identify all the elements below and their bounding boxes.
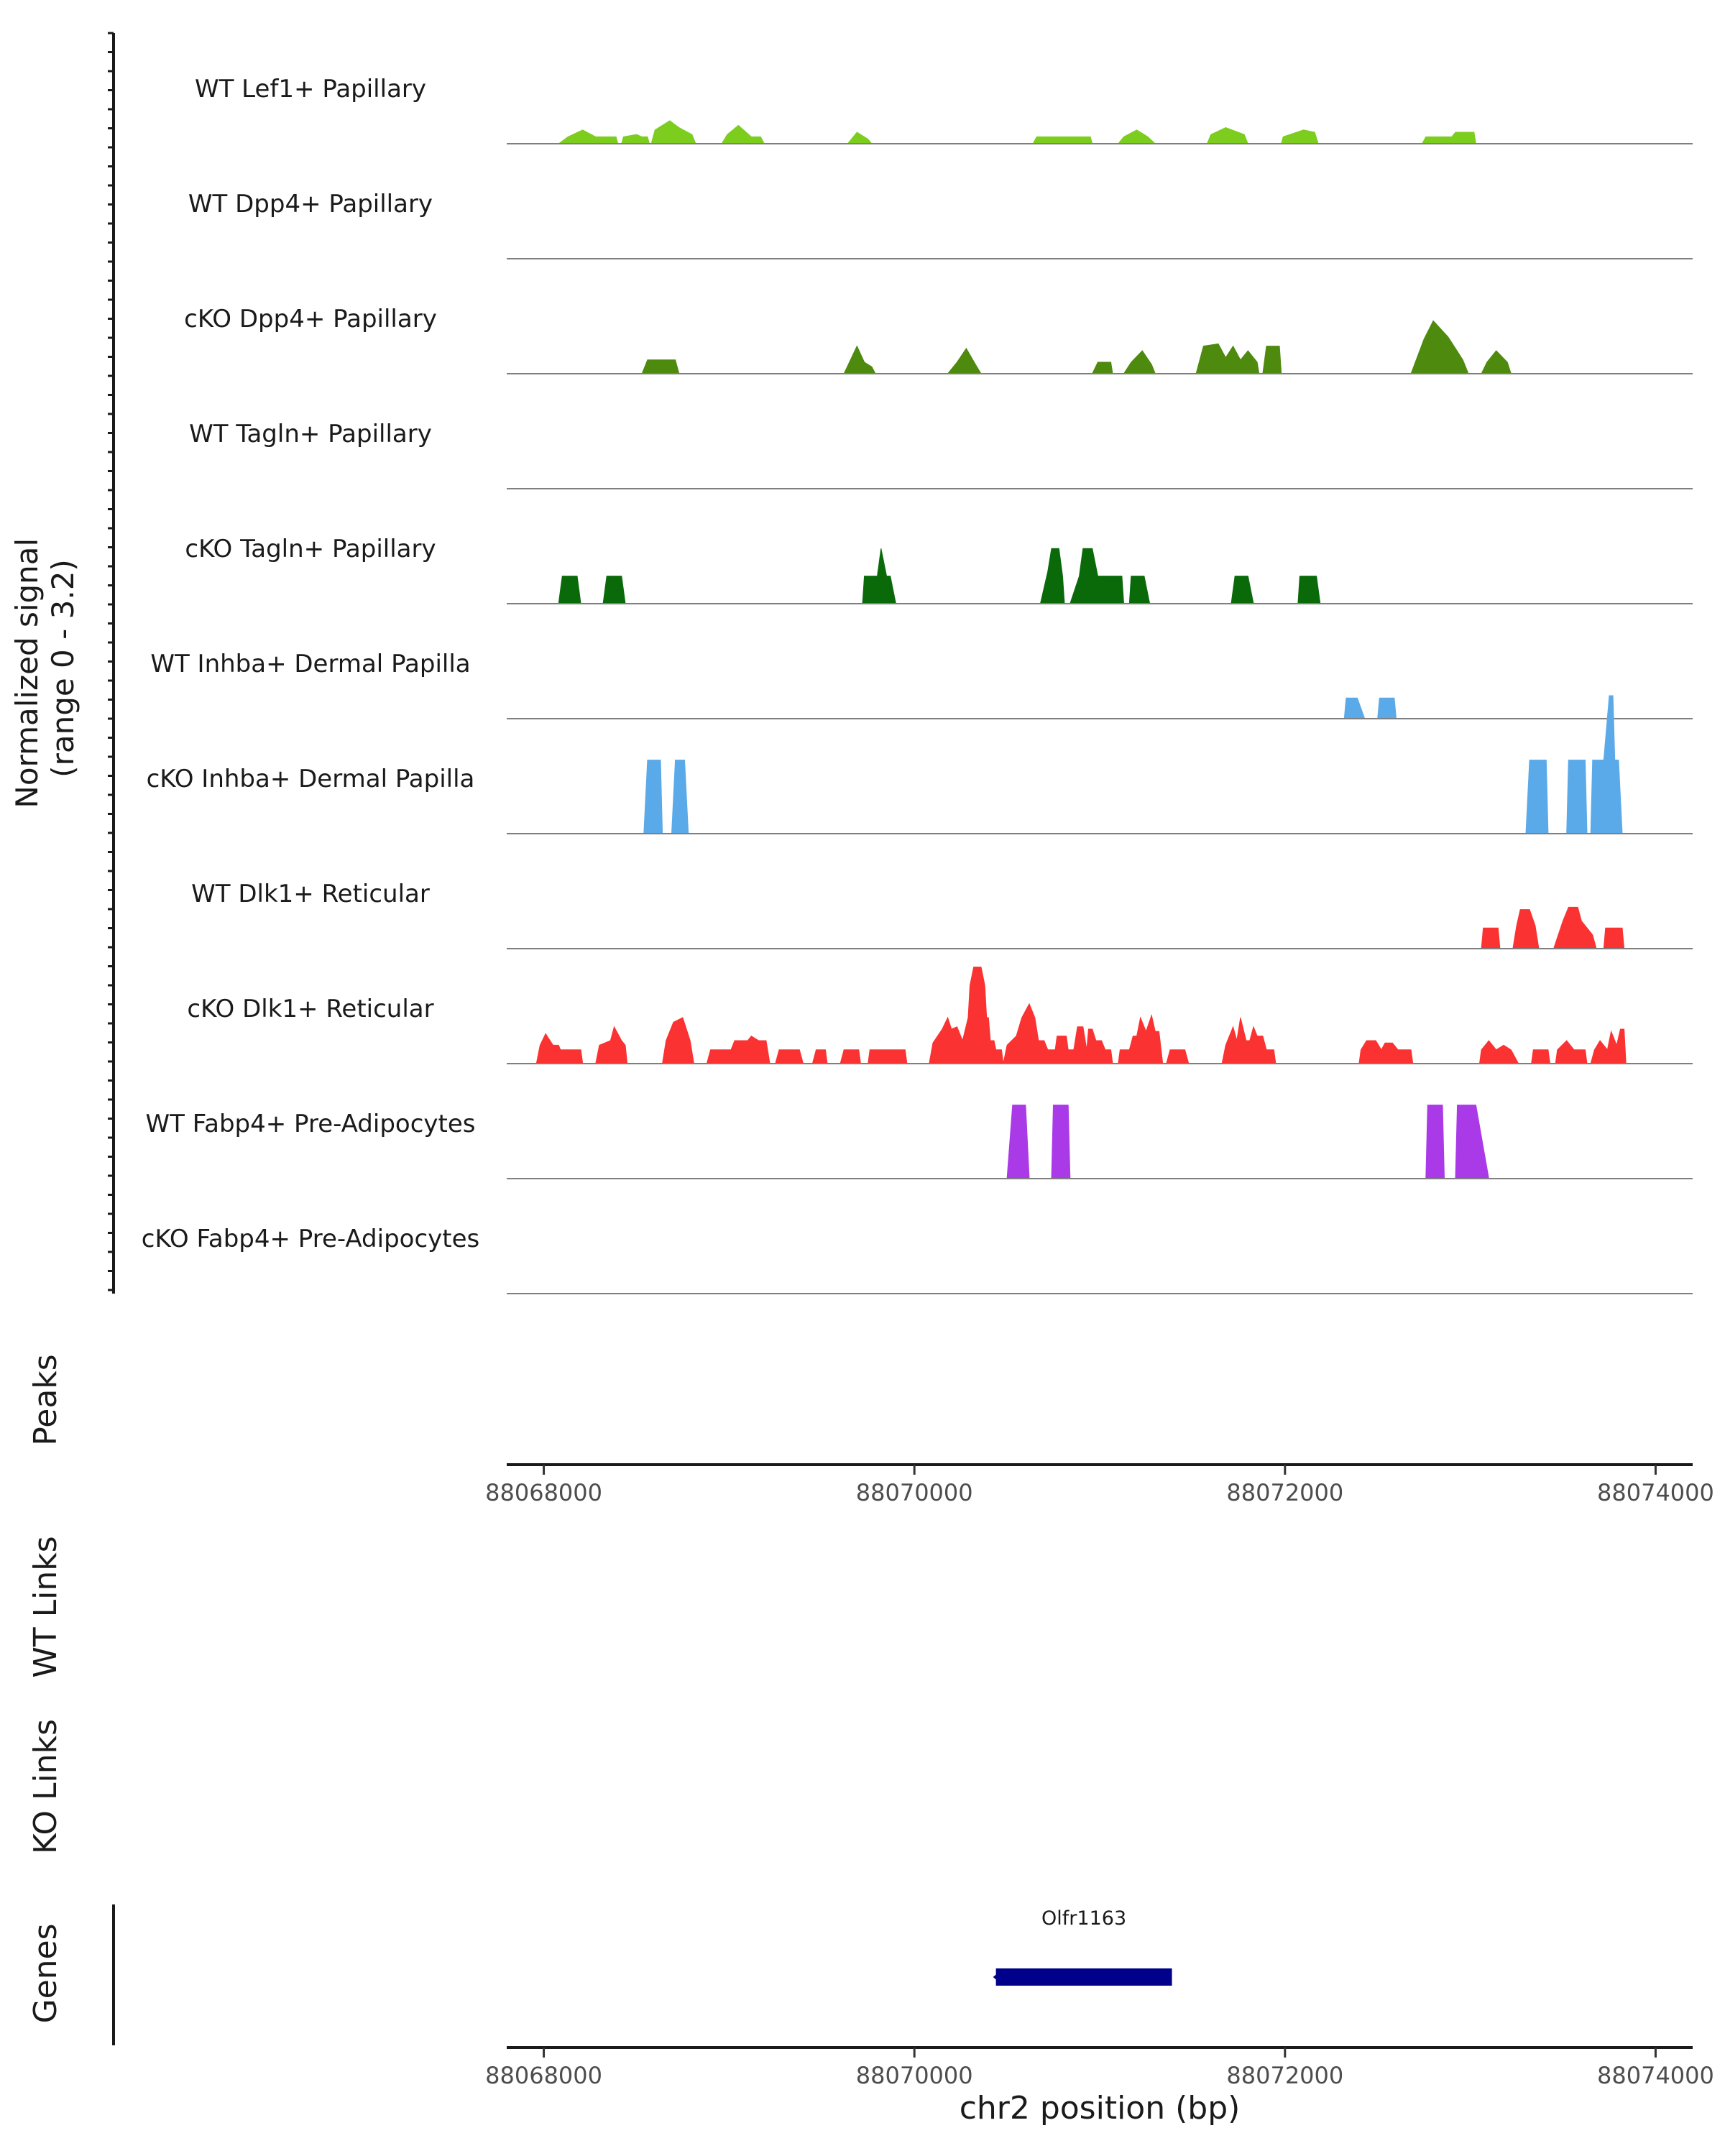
x-tick-label: 88072000 [1226, 2062, 1343, 2089]
coverage-peak [1603, 927, 1625, 949]
track-5: cKO Tagln+ Papillary [185, 535, 1693, 604]
track-3: cKO Dpp4+ Papillary [184, 305, 1693, 374]
track-11: cKO Fabp4+ Pre-Adipocytes [142, 1225, 1693, 1294]
x-tick-label: 88074000 [1597, 1479, 1714, 1506]
coverage-peak [1051, 1105, 1071, 1179]
x-tick-label: 88074000 [1597, 2062, 1714, 2089]
coverage-peak [929, 967, 1004, 1064]
coverage-peak [1297, 576, 1321, 604]
coverage-peak [1590, 1028, 1627, 1064]
y-axis-title-line1: Normalized signal [9, 538, 45, 808]
peaks-panel-title: Peaks [27, 1354, 64, 1445]
coverage-peak [1566, 760, 1588, 834]
peaks-x-axis: 88068000 88070000 88072000 88074000 [485, 1463, 1714, 1506]
coverage-peak [706, 1035, 770, 1064]
gene-Olfr1163: Olfr1163 [993, 1907, 1172, 1986]
coverage-tracks: WT Lef1+ Papillary WT Dpp4+ Papillary cKO … [142, 75, 1693, 1294]
coverage-peak [1425, 1105, 1445, 1179]
coverage-peak [602, 576, 626, 604]
gene-body [995, 1968, 1172, 1986]
coverage-peak [1481, 927, 1501, 949]
x-tick-label: 88072000 [1226, 1479, 1343, 1506]
coverage-peak [1003, 1003, 1113, 1064]
track-6: WT Inhba+ Dermal Papilla [150, 650, 1693, 719]
coverage-peak [643, 760, 663, 834]
coverage-peak [535, 1033, 584, 1064]
coverage-peak [1358, 1040, 1414, 1064]
coverage-peak [558, 576, 581, 604]
track-label: WT Inhba+ Dermal Papilla [150, 650, 470, 678]
x-tick-label: 88070000 [856, 2062, 973, 2089]
track-8: WT Dlk1+ Reticular [191, 880, 1693, 949]
track-label: cKO Tagln+ Papillary [185, 535, 436, 563]
track-7: cKO Inhba+ Dermal Papilla [147, 695, 1693, 834]
track-label: WT Dpp4+ Papillary [188, 190, 433, 218]
genes-panel-title: Genes [27, 1923, 64, 2023]
gene-strand-arrow [993, 1970, 1002, 1984]
coverage-peak [1166, 1049, 1190, 1064]
coverage-peak [595, 1026, 628, 1064]
track-label: cKO Dlk1+ Reticular [187, 995, 433, 1023]
coverage-peak [1525, 760, 1549, 834]
coverage-peak [1377, 697, 1397, 719]
coverage-y-ticks [108, 32, 114, 1291]
track-10: WT Fabp4+ Pre-Adipocytes [146, 1105, 1693, 1179]
coverage-peak [840, 1049, 861, 1064]
track-1: WT Lef1+ Papillary [195, 75, 1693, 144]
coverage-peak [1262, 346, 1282, 374]
coverage-peak [775, 1049, 804, 1064]
gene-label: Olfr1163 [1041, 1907, 1126, 1930]
coverage-peak [1552, 906, 1597, 949]
track-label: WT Tagln+ Papillary [189, 420, 432, 448]
coverage-peak [1070, 548, 1125, 604]
genes-x-axis: 88068000 88070000 88072000 88074000 [485, 2046, 1714, 2089]
track-label: WT Dlk1+ Reticular [191, 880, 430, 908]
coverage-peak [862, 548, 897, 604]
coverage-y-axis [108, 32, 115, 1294]
track-4: WT Tagln+ Papillary [189, 420, 1693, 489]
x-tick-label: 88068000 [485, 1479, 602, 1506]
coverage-y-axis-title: Normalized signal (range 0 - 3.2) [9, 528, 80, 808]
x-tick-label: 88068000 [485, 2062, 602, 2089]
coverage-peak [1478, 1040, 1519, 1064]
ko-links-panel-title: KO Links [27, 1719, 64, 1854]
wt-links-panel-title: WT Links [27, 1536, 64, 1677]
track-2: WT Dpp4+ Papillary [188, 190, 1693, 259]
x-axis-title: chr2 position (bp) [960, 2090, 1241, 2127]
track-label: cKO Fabp4+ Pre-Adipocytes [142, 1225, 480, 1253]
coverage-peak [1032, 136, 1093, 144]
track-9: cKO Dlk1+ Reticular [187, 967, 1693, 1064]
coverage-peak [1531, 1049, 1551, 1064]
coverage-peak [868, 1049, 908, 1064]
track-label: WT Fabp4+ Pre-Adipocytes [146, 1110, 476, 1138]
track-label: WT Lef1+ Papillary [195, 75, 426, 103]
y-axis-title-line2: (range 0 - 3.2) [45, 559, 80, 778]
coverage-peak [1195, 343, 1260, 374]
x-tick-label: 88070000 [856, 1479, 973, 1506]
coverage-peak [1590, 695, 1623, 834]
gene-track: Olfr1163 [993, 1907, 1172, 1986]
track-label: cKO Inhba+ Dermal Papilla [147, 765, 475, 793]
track-label: cKO Dpp4+ Papillary [184, 305, 437, 333]
coverage-peak [1118, 1013, 1164, 1064]
coverage-peak [641, 359, 680, 374]
coverage-peak [1221, 1017, 1276, 1064]
